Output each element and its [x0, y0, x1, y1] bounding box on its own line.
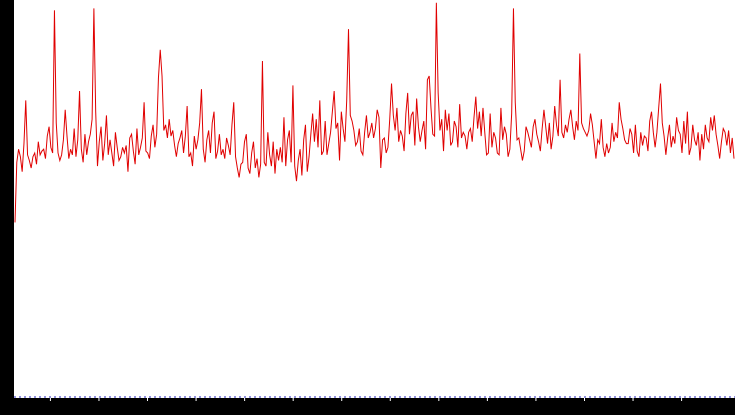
- y-tick-label: 18938: [3, 43, 13, 72]
- x-tick-label: 14:13: [620, 405, 646, 415]
- x-tick-marks: [49, 398, 683, 401]
- x-tick-label: 14:02: [86, 405, 112, 415]
- y-tick-label: 21043: [3, 4, 13, 33]
- x-tick-label: 14:05: [232, 405, 258, 415]
- x-tick-label: 14:08: [377, 405, 403, 415]
- y-tick-label: 10521: [3, 201, 13, 230]
- y-tick-label: 6312: [3, 283, 13, 306]
- y-tick-label: 2104: [3, 362, 13, 385]
- y-tick-label: 16834: [3, 82, 13, 111]
- x-tick-label: 14:09: [426, 405, 452, 415]
- x-tick-label: 14:14: [669, 405, 695, 415]
- y-axis-band: [0, 0, 14, 415]
- x-tick-label: 14:01: [37, 405, 63, 415]
- x-tick-label: 14:07: [329, 405, 355, 415]
- x-tick-label: 14:04: [183, 405, 209, 415]
- y-tick-label: 8417: [3, 244, 13, 267]
- y-tick-label: 4208: [3, 322, 13, 345]
- x-tick-label: 14:06: [280, 405, 306, 415]
- y-tick-label: 14730: [3, 122, 13, 151]
- x-tick-label: 14:03: [135, 405, 161, 415]
- x-axis-band: [0, 398, 735, 415]
- x-tick-label: 14:10: [474, 405, 500, 415]
- x-tick-labels: 14:01 14:02 14:03 14:04 14:05 14:06 14:07 14:08…: [37, 405, 694, 415]
- y-tick-labels: 2104 4208 6312 8417 10521 12625 14730 16834 1893…: [3, 4, 13, 385]
- series-line: [14, 2, 735, 223]
- x-tick-label: 14:12: [572, 405, 598, 415]
- y-tick-label: 12625: [3, 162, 13, 191]
- x-tick-label: 14:11: [523, 405, 549, 415]
